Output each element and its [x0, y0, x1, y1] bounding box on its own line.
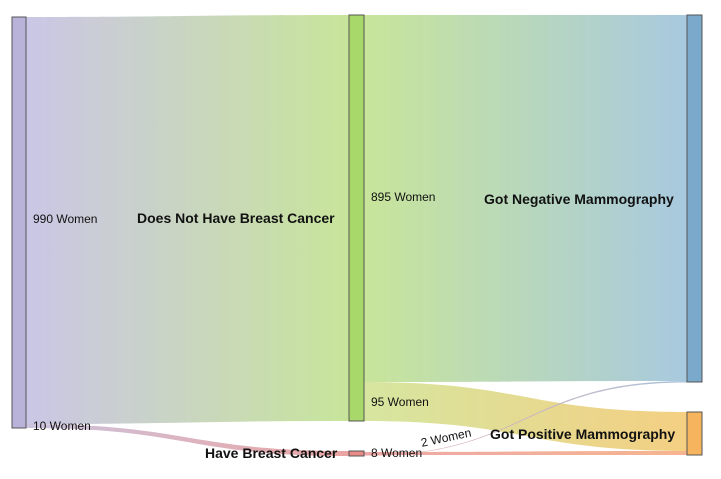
flow-population-to-cancer	[26, 424, 349, 456]
node-positive	[686, 411, 703, 456]
flow-cancer-to-negative	[364, 381, 687, 456]
node-label-no-cancer: Does Not Have Breast Cancer	[137, 210, 335, 226]
flow-label-895: 895 Women	[371, 190, 436, 204]
flow-label-10: 10 Women	[33, 419, 91, 433]
flow-label-990: 990 Women	[33, 212, 98, 226]
flow-label-8: 8 Women	[371, 446, 423, 460]
node-negative	[686, 14, 703, 383]
flow-population-to-no-cancer	[26, 15, 349, 424]
flow-no-cancer-to-negative	[364, 15, 687, 382]
node-cancer	[348, 450, 365, 457]
flow-label-95: 95 Women	[371, 395, 429, 409]
node-label-negative: Got Negative Mammography	[484, 191, 674, 207]
flow-cancer-to-positive	[364, 451, 687, 455]
node-population	[11, 16, 27, 429]
node-label-positive: Got Positive Mammography	[490, 426, 676, 442]
node-label-cancer: Have Breast Cancer	[205, 445, 338, 461]
flow-no-cancer-to-positive	[364, 382, 687, 451]
node-no-cancer	[348, 14, 365, 422]
